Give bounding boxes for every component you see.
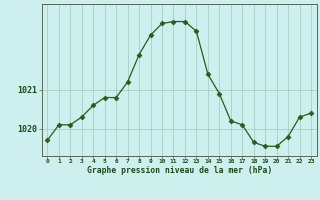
X-axis label: Graphe pression niveau de la mer (hPa): Graphe pression niveau de la mer (hPa) xyxy=(87,166,272,175)
